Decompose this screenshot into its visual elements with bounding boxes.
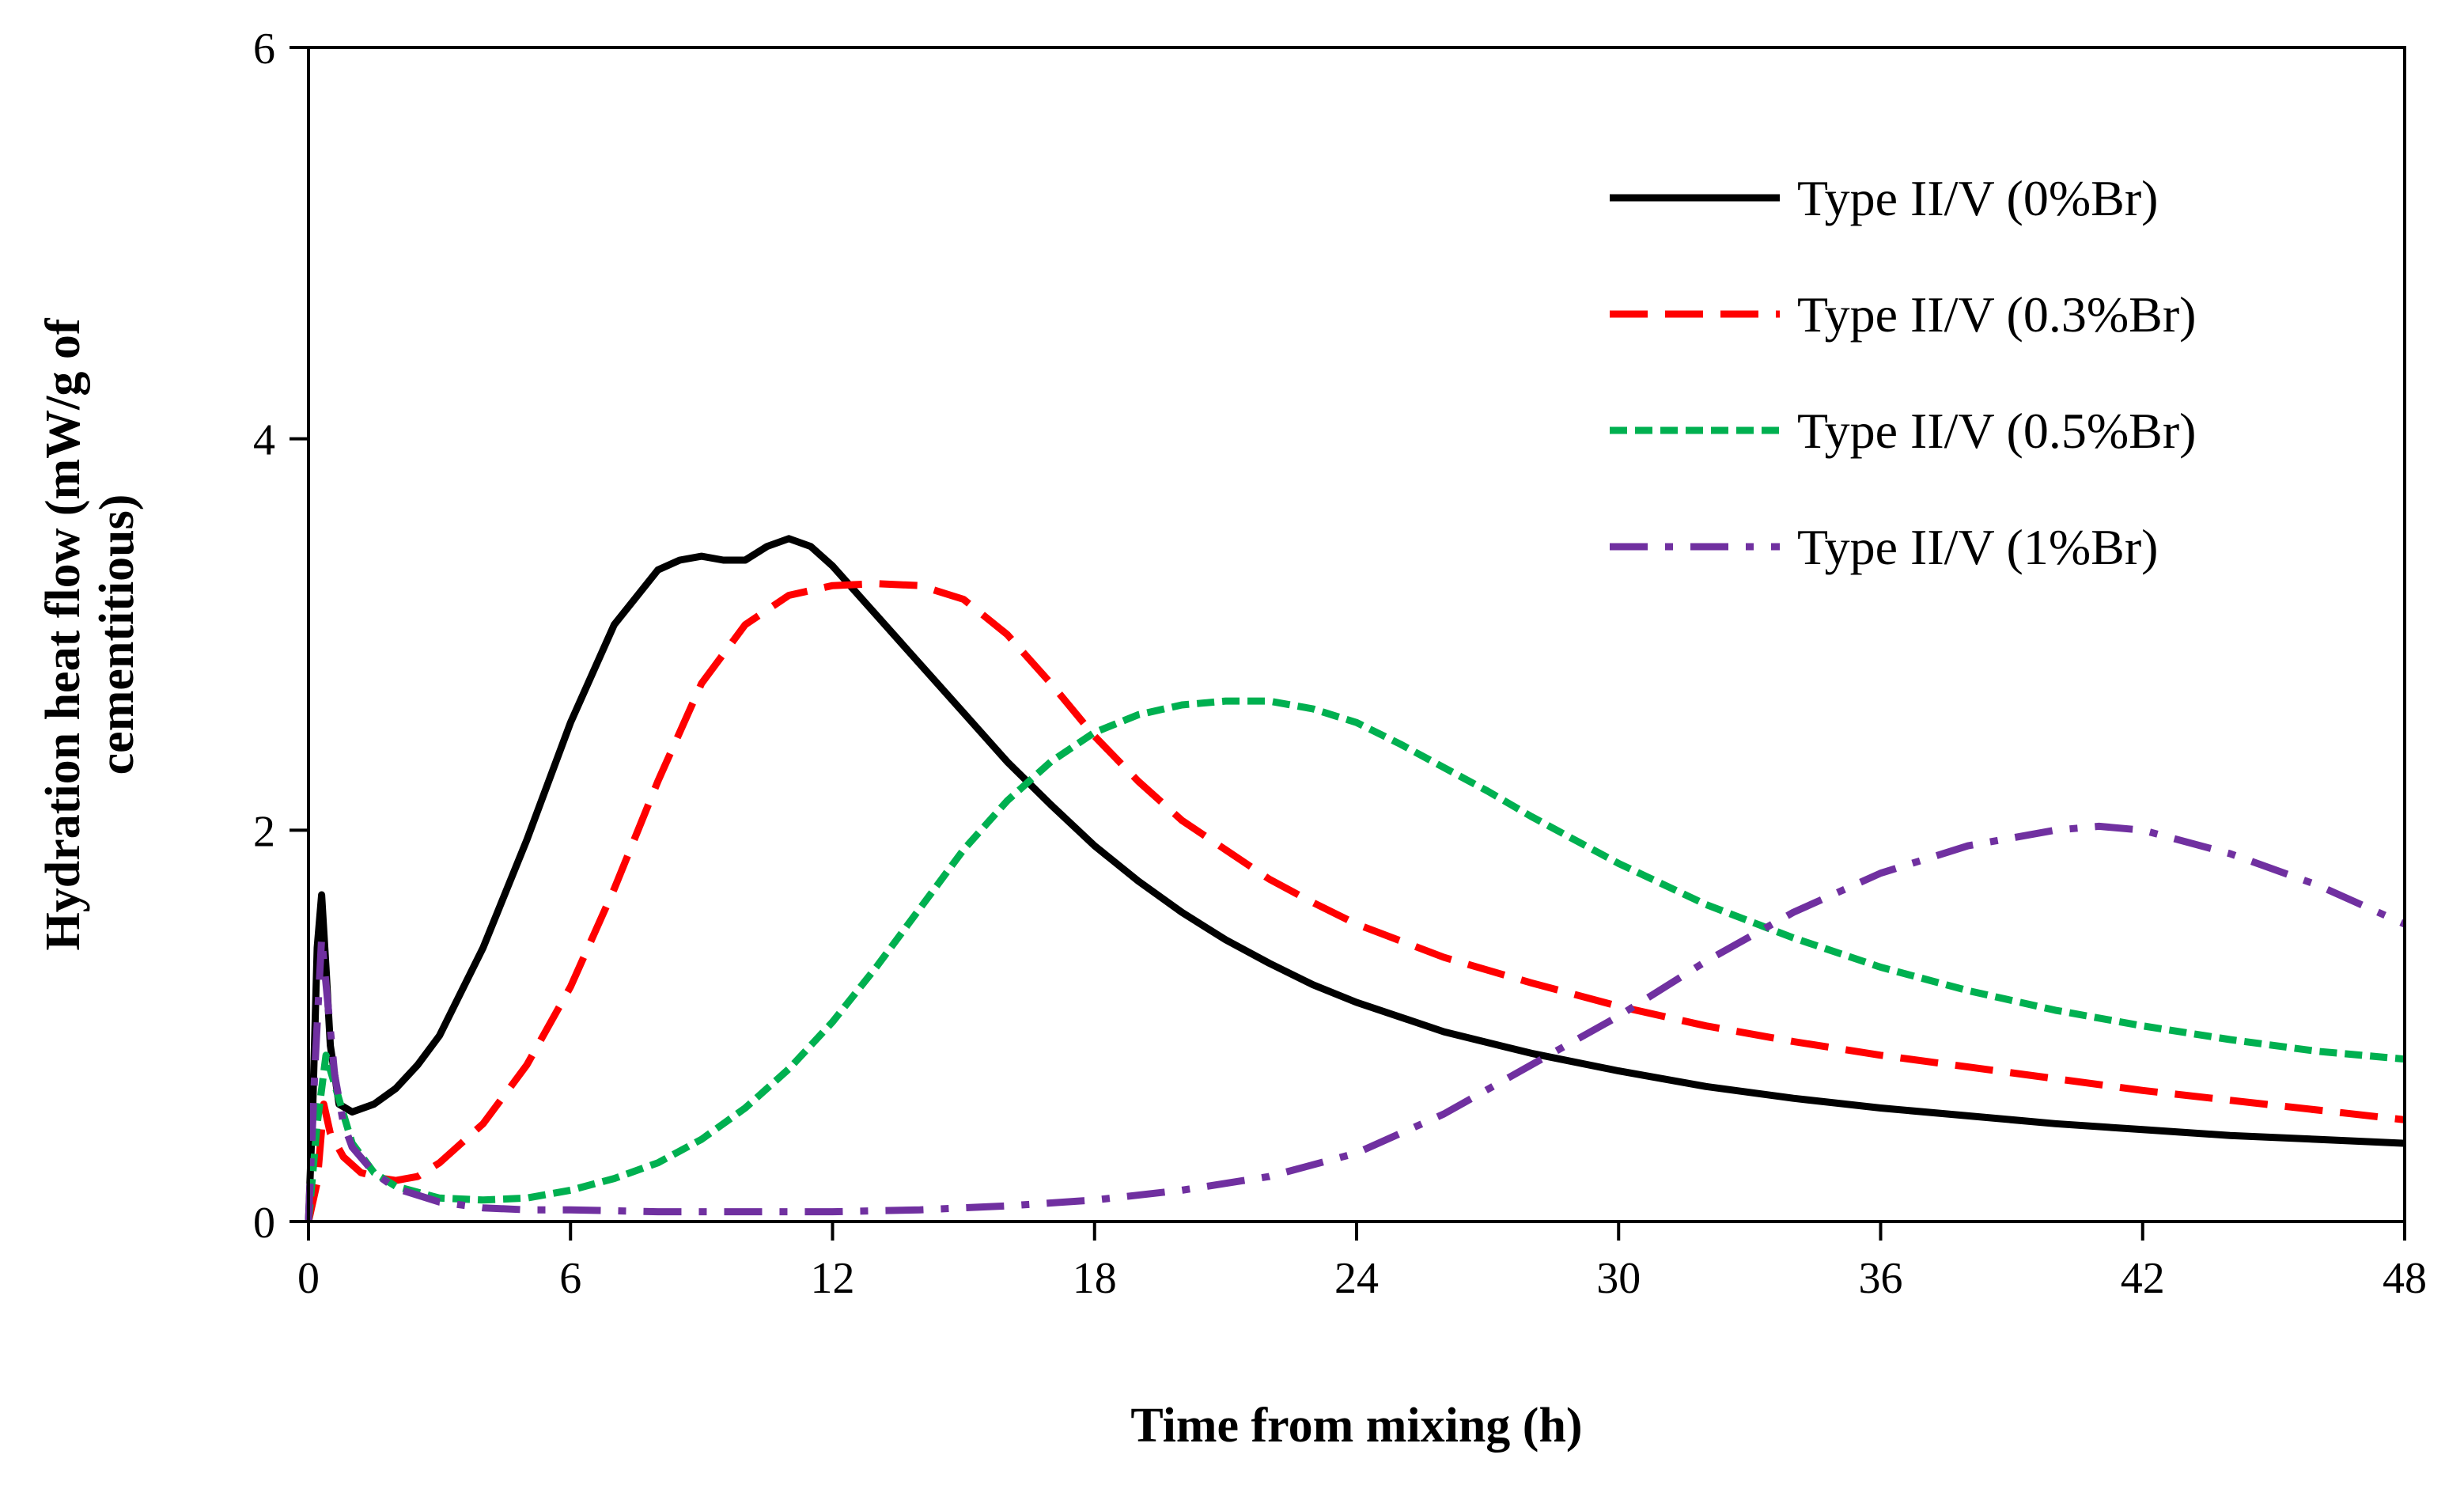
x-tick-label: 42 xyxy=(2121,1254,2165,1303)
x-tick-label: 30 xyxy=(1596,1254,1641,1303)
y-axis-title: Hydration heat flow (mW/g of cementitiou… xyxy=(36,317,144,950)
y-tick-label: 4 xyxy=(253,416,275,465)
x-axis-ticks: 0 6 12 18 24 30 36 42 48 xyxy=(297,1222,2427,1303)
legend-label-2: Type II/V (0.3%Br) xyxy=(1797,286,2196,343)
series-line-2 xyxy=(305,580,2405,1222)
y-axis-ticks: 0 2 4 6 xyxy=(253,25,308,1248)
plot-lines xyxy=(305,535,2406,1222)
series-line-1 xyxy=(305,535,2405,1222)
y-tick-label: 2 xyxy=(253,807,275,856)
y-axis-title-line-1: Hydration heat flow (mW/g of xyxy=(36,317,90,950)
x-tick-label: 18 xyxy=(1073,1254,1117,1303)
x-axis-title: Time from mixing (h) xyxy=(1130,1399,1582,1453)
x-tick-label: 36 xyxy=(1859,1254,1903,1303)
y-axis-title-line-2: cementitious) xyxy=(90,494,144,775)
series-line-4 xyxy=(305,822,2406,1222)
x-tick-label: 6 xyxy=(559,1254,581,1303)
legend-label-4: Type II/V (1%Br) xyxy=(1797,519,2158,575)
x-tick-label: 24 xyxy=(1334,1254,1379,1303)
y-tick-label: 0 xyxy=(253,1199,275,1248)
x-tick-label: 48 xyxy=(2383,1254,2427,1303)
legend-label-1: Type II/V (0%Br) xyxy=(1797,170,2158,226)
y-tick-label: 6 xyxy=(253,25,275,74)
series-line-3 xyxy=(305,697,2405,1222)
x-tick-label: 0 xyxy=(297,1254,320,1303)
legend: Type II/V (0%Br) Type II/V (0.3%Br) Type I… xyxy=(1610,170,2196,575)
x-tick-label: 12 xyxy=(811,1254,855,1303)
legend-label-3: Type II/V (0.5%Br) xyxy=(1797,403,2196,459)
